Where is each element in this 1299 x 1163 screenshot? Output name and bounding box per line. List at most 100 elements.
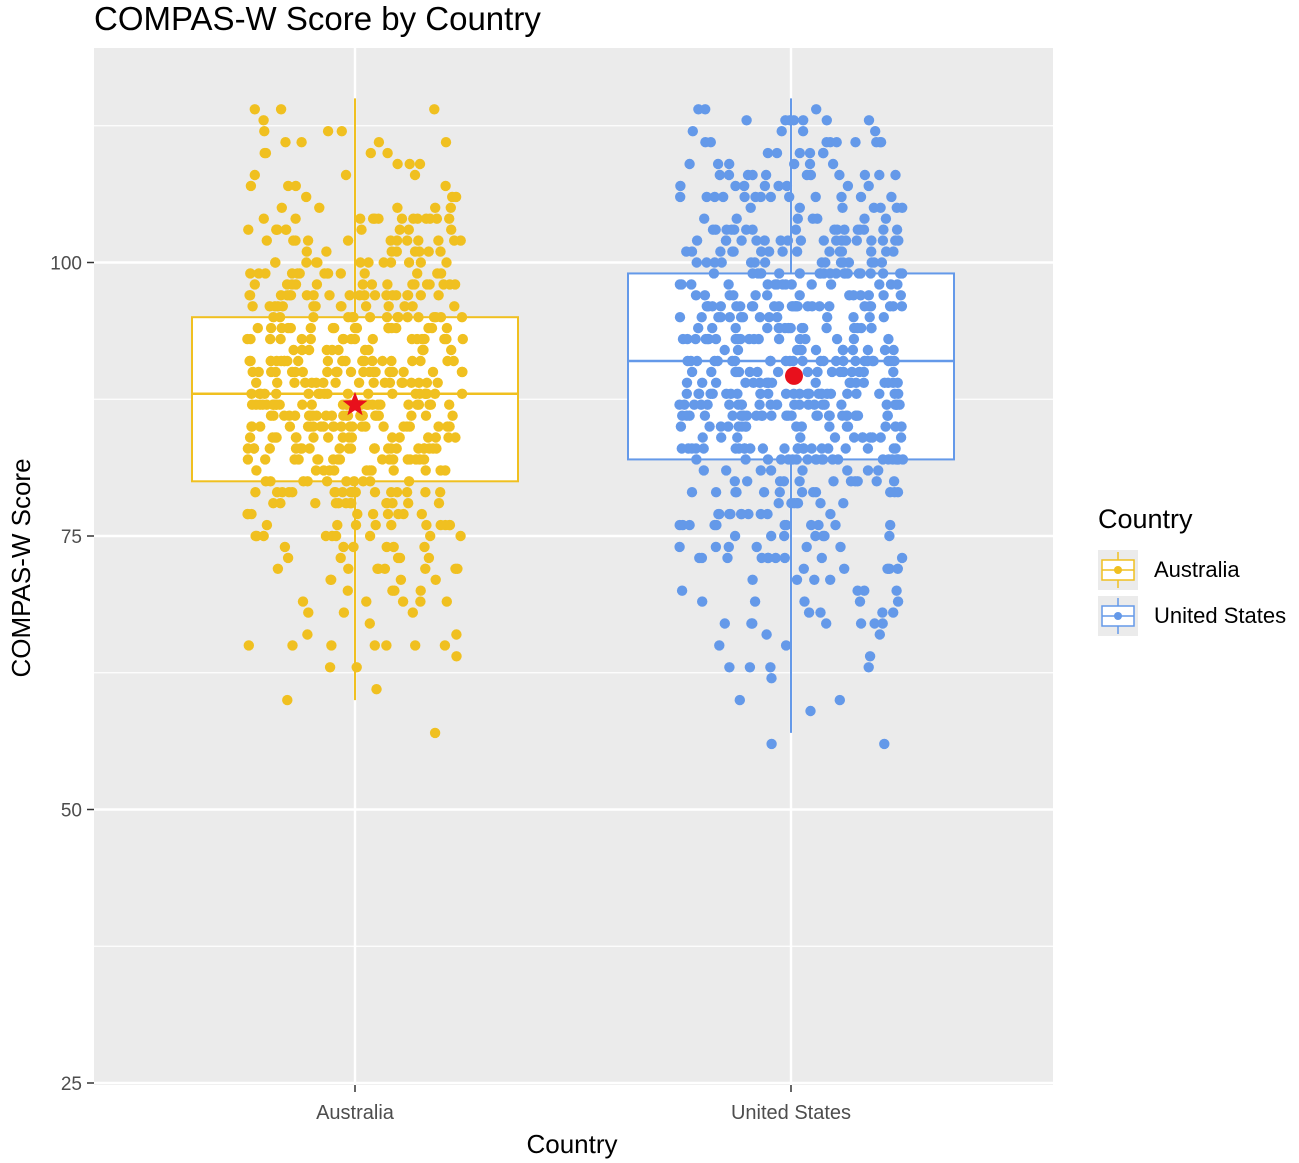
data-point xyxy=(797,465,808,476)
data-point xyxy=(804,158,816,170)
data-point xyxy=(251,530,262,542)
data-point xyxy=(874,629,885,640)
data-point xyxy=(840,443,851,454)
data-point xyxy=(766,673,777,684)
data-point xyxy=(340,498,352,509)
data-point xyxy=(311,257,322,268)
data-point xyxy=(788,355,799,367)
data-point xyxy=(836,399,847,410)
data-point xyxy=(289,377,300,388)
data-point xyxy=(364,618,375,629)
data-point xyxy=(693,388,705,399)
data-point xyxy=(741,224,752,235)
data-point xyxy=(245,180,257,192)
data-point xyxy=(855,618,867,629)
data-point xyxy=(242,443,254,454)
data-point xyxy=(754,399,765,410)
data-point xyxy=(693,322,704,334)
data-point xyxy=(420,388,431,399)
data-point xyxy=(265,322,277,334)
data-point xyxy=(321,246,332,257)
data-point xyxy=(730,180,741,192)
data-point xyxy=(429,388,441,399)
data-point xyxy=(850,476,861,487)
data-point xyxy=(762,279,773,290)
data-point xyxy=(254,388,265,399)
data-point xyxy=(766,410,777,421)
data-point xyxy=(834,694,845,706)
data-point xyxy=(439,333,450,345)
data-point xyxy=(741,115,752,126)
data-point xyxy=(697,377,708,388)
data-point xyxy=(892,454,903,465)
data-point xyxy=(707,322,718,334)
data-point xyxy=(334,443,345,454)
data-point xyxy=(691,235,703,246)
data-point xyxy=(789,158,800,170)
data-point xyxy=(856,322,867,334)
data-point xyxy=(335,301,347,312)
data-point xyxy=(848,333,860,345)
data-point xyxy=(313,454,324,465)
data-point xyxy=(892,563,903,574)
data-point xyxy=(838,355,849,367)
data-point xyxy=(773,333,785,345)
data-point xyxy=(848,432,860,443)
data-point xyxy=(710,541,722,553)
data-point xyxy=(364,366,375,378)
data-point xyxy=(877,235,889,246)
data-point xyxy=(367,355,378,367)
data-point xyxy=(291,432,302,443)
data-point xyxy=(407,607,418,618)
data-point xyxy=(888,344,899,356)
data-point xyxy=(784,191,795,203)
data-point xyxy=(363,257,374,268)
data-point xyxy=(388,465,399,476)
data-point xyxy=(828,476,839,487)
data-point xyxy=(415,355,426,367)
data-point xyxy=(682,333,693,345)
data-point xyxy=(739,191,750,203)
data-point xyxy=(878,290,889,301)
data-point xyxy=(444,279,455,290)
data-point xyxy=(701,191,712,203)
data-point xyxy=(694,552,705,564)
data-point xyxy=(830,355,842,367)
data-point xyxy=(302,235,314,246)
data-point xyxy=(806,301,818,312)
data-point xyxy=(275,333,286,345)
data-point xyxy=(881,399,892,410)
data-point xyxy=(812,410,823,421)
data-point xyxy=(355,257,366,268)
data-point xyxy=(798,563,809,574)
data-point xyxy=(697,596,708,607)
data-point xyxy=(837,202,848,213)
data-point xyxy=(755,508,766,520)
data-point xyxy=(700,333,711,345)
data-point xyxy=(751,235,762,246)
data-point xyxy=(761,629,772,640)
data-point xyxy=(714,169,725,181)
data-point xyxy=(432,268,443,279)
data-point xyxy=(675,421,687,432)
data-point xyxy=(297,596,309,607)
data-point xyxy=(877,618,888,629)
data-point xyxy=(722,552,733,564)
data-point xyxy=(745,202,756,213)
data-point xyxy=(868,355,879,367)
data-point xyxy=(345,487,356,498)
data-point xyxy=(416,508,427,520)
data-point xyxy=(890,235,901,246)
data-point xyxy=(401,487,413,498)
data-point xyxy=(382,498,393,509)
data-point xyxy=(342,585,353,596)
data-point xyxy=(336,421,347,432)
data-point xyxy=(732,344,744,356)
data-point xyxy=(383,301,394,312)
data-point xyxy=(423,432,434,443)
data-point xyxy=(760,169,772,181)
data-point xyxy=(791,574,803,585)
data-point xyxy=(721,465,732,476)
data-point xyxy=(888,246,899,257)
data-point xyxy=(738,410,749,421)
